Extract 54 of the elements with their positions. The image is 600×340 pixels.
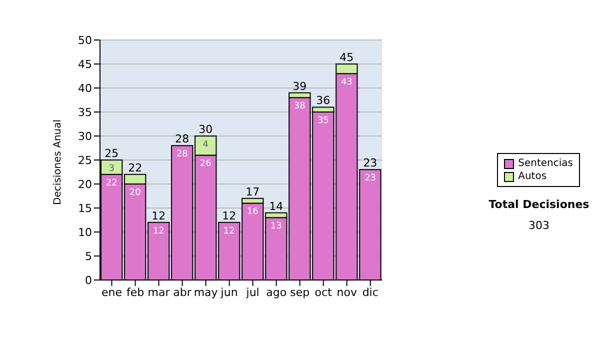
data-label: 22 <box>106 178 118 188</box>
x-tick-label: oct <box>314 286 333 299</box>
y-tick-label: 25 <box>78 154 92 167</box>
data-label: 12 <box>223 226 235 236</box>
y-tick-label: 20 <box>78 178 92 191</box>
x-tick-label: feb <box>126 286 144 299</box>
x-tick-label: dic <box>362 286 378 299</box>
x-tick-label: abr <box>173 286 192 299</box>
y-tick-label: 10 <box>78 226 92 239</box>
text: 303 <box>528 219 550 232</box>
x-tick-label: ago <box>266 286 287 299</box>
y-tick-label: 0 <box>85 274 92 287</box>
x-tick-label: sep <box>290 286 310 299</box>
x-tick-label: jun <box>220 286 238 299</box>
total-label: 22 <box>128 161 142 174</box>
y-tick-label: 50 <box>78 34 92 47</box>
y-tick-label: 35 <box>78 106 92 119</box>
total-label: 25 <box>104 147 119 160</box>
total-label: 17 <box>246 185 260 198</box>
legend-label: Autos <box>518 170 547 183</box>
data-label: 28 <box>176 150 188 160</box>
total-label: 28 <box>175 132 190 146</box>
y-axis-title: Decisiones Anual <box>52 119 64 205</box>
total-label: 23 <box>363 156 378 170</box>
x-tick-label: jul <box>245 286 260 299</box>
total-label: 12 <box>152 209 166 222</box>
legend-label: Sentencias <box>518 157 573 170</box>
y-tick-label: 40 <box>78 82 92 95</box>
total-label: 45 <box>340 51 354 64</box>
y-tick-label: 45 <box>78 58 92 71</box>
y-tick-label: 30 <box>78 130 92 143</box>
data-label: 12 <box>152 226 164 236</box>
data-label: 13 <box>270 222 282 232</box>
total-label: 12 <box>222 209 236 222</box>
data-label: 20 <box>129 188 142 198</box>
total-label: 14 <box>269 200 284 213</box>
data-label: 38 <box>294 102 306 112</box>
data-label: 4 <box>202 140 209 150</box>
data-label: 3 <box>108 164 114 174</box>
y-tick-label: 15 <box>78 202 92 215</box>
data-label: 43 <box>340 78 352 88</box>
data-label: 35 <box>317 116 329 126</box>
total-label: 30 <box>198 123 213 136</box>
y-tick-label: 5 <box>85 250 92 263</box>
data-label: 16 <box>246 207 259 218</box>
x-tick-label: mar <box>148 286 170 299</box>
data-label: 26 <box>200 159 212 170</box>
data-label: 23 <box>364 174 376 184</box>
x-tick-label: may <box>194 286 218 299</box>
total-label: 39 <box>292 80 307 93</box>
x-tick-label: nov <box>336 286 358 299</box>
total-label: 36 <box>316 94 330 108</box>
x-tick-label: ene <box>101 286 122 299</box>
text: Total Decisiones <box>488 198 590 211</box>
